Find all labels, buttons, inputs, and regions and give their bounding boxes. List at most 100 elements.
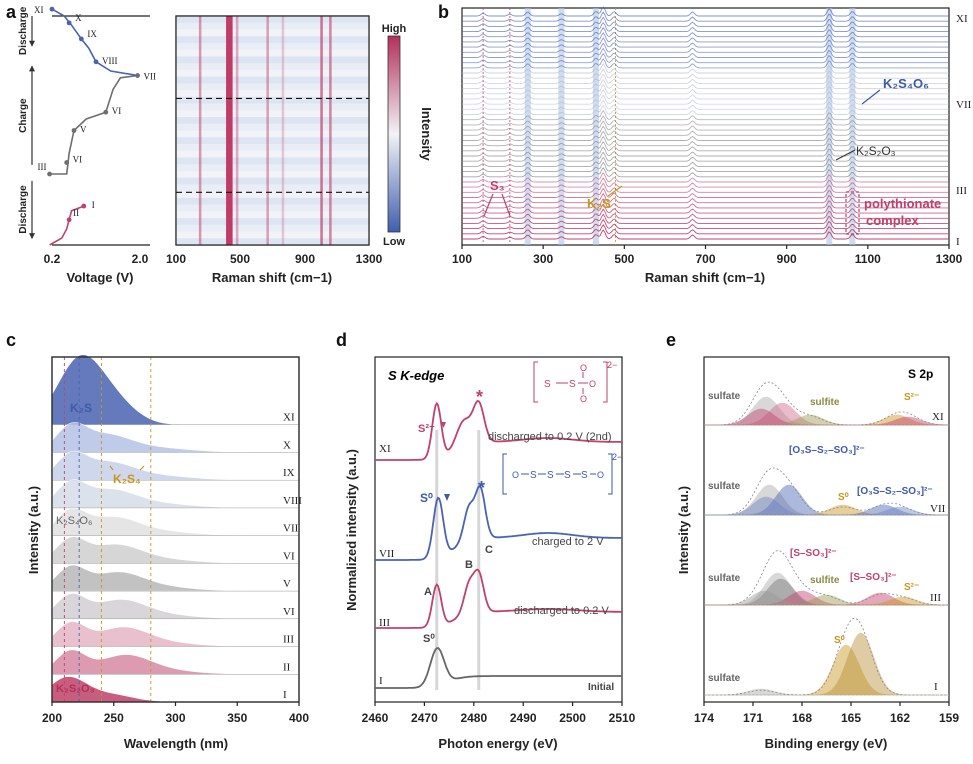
b-curve — [462, 151, 949, 162]
e-iii-s2: S²⁻ — [904, 582, 919, 593]
b-polythionate-label: polythionate — [864, 196, 941, 211]
voltage-point-1 — [66, 217, 72, 223]
c-spectrum-3 — [51, 479, 300, 509]
svg-text:2−: 2− — [612, 452, 622, 462]
heatmap-row — [176, 238, 369, 246]
panel-a-heatmap: 100 500 900 1300 Raman shift (cm−1) High… — [166, 15, 434, 285]
c-k2s4o6-label: K₂S₄O₆ — [56, 515, 92, 527]
d-label-i: Initial — [588, 682, 614, 693]
voltage-charge — [49, 74, 138, 175]
b-curve — [462, 146, 949, 157]
b-tick-label: 700 — [695, 252, 715, 266]
heatmap-row — [176, 191, 369, 199]
b-curve — [462, 21, 949, 33]
c-xlabel: Wavelength (nm) — [124, 736, 228, 751]
svg-text:O: O — [589, 379, 596, 389]
c-tick-label: 400 — [289, 711, 309, 725]
b-stage-VII: VII — [956, 99, 972, 111]
heatmap-row — [176, 76, 369, 84]
e-iii-sulfite: sulfite — [810, 575, 840, 586]
e-xlabel: Binding energy (eV) — [765, 736, 888, 751]
b-curve — [462, 109, 949, 121]
e-series-XI: XI — [932, 411, 944, 423]
b-curve — [462, 78, 949, 90]
d-label-iii: discharged to 0.2 V — [514, 605, 609, 617]
heatmap-row — [176, 56, 369, 64]
voltage-point-label-6: VII — [144, 72, 157, 82]
voltage-point-label-7: VIII — [102, 56, 118, 66]
d-star-pink: * — [476, 387, 483, 407]
panel-d-xanes: 2460 2470 2480 2490 2500 2510 Photon energy (… — [344, 356, 636, 751]
heatmap-band — [266, 16, 269, 245]
voltage-point-10 — [49, 6, 55, 12]
b-curve — [462, 37, 949, 48]
heatmap-row — [176, 42, 369, 51]
heatmap-row — [176, 130, 369, 138]
heatmap-row — [176, 231, 369, 239]
heatmap-band — [198, 16, 202, 245]
heatmap-row — [176, 36, 369, 44]
heatmap-row — [176, 123, 369, 131]
c-stage-label-7: VI — [283, 606, 295, 618]
d-series-I: I — [379, 675, 383, 687]
e-vii-polythionate-b: [O₃S–S₂–SO₃]²⁻ — [857, 486, 933, 497]
heatmap-band — [226, 16, 233, 245]
heatmap-row — [176, 184, 369, 192]
d-ylabel: Normalized intensity (a.u.) — [344, 449, 359, 611]
e-series-III: III — [930, 592, 941, 604]
heatmap-row — [176, 90, 369, 98]
heatmap-row — [176, 177, 369, 185]
b-curve — [462, 223, 949, 235]
heatmap-row — [176, 143, 369, 152]
d-peak-a: A — [424, 586, 432, 598]
b-tick-label: 1300 — [936, 252, 963, 266]
d-s0-label: S⁰ — [420, 491, 433, 505]
panel-b-letter: b — [438, 2, 449, 22]
e-tick-label: 171 — [743, 711, 763, 725]
heatmap-row — [176, 117, 369, 125]
heatmap-row — [176, 49, 369, 57]
e-ylabel: Intensity (a.u.) — [676, 486, 691, 574]
d-series-III: III — [379, 617, 390, 629]
svg-text:S: S — [564, 470, 571, 481]
c-stage-label-8: III — [283, 634, 294, 646]
a-left-xlabel: Voltage (V) — [67, 270, 134, 285]
e-series-I: I — [934, 681, 938, 693]
d-tetrathionate-atoms: O S S S S O 2− — [512, 452, 622, 481]
d-label-vii: charged to 2 V — [532, 536, 604, 548]
voltage-point-6 — [135, 73, 140, 78]
b-curve — [462, 26, 949, 38]
e-frame — [703, 356, 950, 703]
e-tick-label: 159 — [939, 711, 959, 725]
b-curve — [462, 42, 949, 53]
heatmap-row — [176, 170, 369, 179]
b-highlight-band — [558, 8, 565, 245]
c-spectrum-9 — [51, 649, 300, 675]
panel-a-letter: a — [6, 2, 17, 22]
voltage-discharge-2 — [51, 8, 138, 77]
b-tick-label: 500 — [614, 252, 634, 266]
heatmap-band — [320, 16, 323, 245]
b-curve — [462, 68, 949, 79]
e-iii-thiosulfate-a: [S–SO₃]²⁻ — [790, 548, 837, 559]
a-left-tick-1: 2.0 — [132, 252, 149, 266]
voltage-point-2 — [47, 171, 52, 177]
heatmap-row — [176, 69, 369, 78]
voltage-point-label-8: IX — [87, 29, 97, 39]
b-curve — [462, 11, 949, 22]
heatmap-row — [176, 137, 369, 145]
voltage-point-8 — [78, 36, 84, 42]
e-peak-I-0 — [704, 644, 949, 696]
b-k2s-label: K₂S — [587, 196, 611, 211]
c-spectrum-1 — [51, 422, 300, 453]
heatmap-row — [176, 96, 369, 105]
b-curve — [462, 203, 949, 214]
c-ylabel: Intensity (a.u.) — [26, 486, 41, 574]
voltage-point-label-0: I — [92, 200, 95, 210]
b-curve — [462, 172, 949, 183]
voltage-point-label-3: VI — [73, 155, 83, 165]
e-xi-sulfite: sulfite — [810, 397, 840, 408]
e-xi-s2: S²⁻ — [904, 392, 919, 403]
a-left-tick-0: 0.2 — [44, 252, 61, 266]
b-curve — [462, 32, 949, 43]
